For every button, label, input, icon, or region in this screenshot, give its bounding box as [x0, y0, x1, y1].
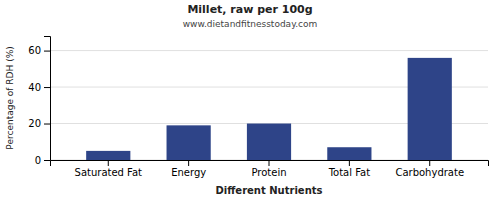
y-tick-mark: [44, 160, 50, 161]
x-tick-mark: [188, 160, 189, 166]
x-tick: Saturated Fat: [75, 160, 143, 178]
y-axis-line: [44, 37, 51, 161]
x-tick-label: Carbohydrate: [395, 167, 464, 178]
y-tick-label: 0: [35, 155, 41, 166]
x-tick-mark: [349, 160, 350, 166]
bar: [327, 147, 371, 160]
x-axis-line: [51, 161, 489, 167]
y-tick-label: 20: [28, 118, 41, 129]
y-tick-mark: [44, 51, 50, 52]
grid: [50, 51, 488, 160]
x-tick-mark: [429, 160, 430, 166]
x-tick-label: Protein: [251, 167, 286, 178]
x-tick: Energy: [171, 160, 206, 178]
y-tick: 40: [28, 82, 50, 93]
bars: [86, 58, 452, 160]
y-tick-mark: [44, 124, 50, 125]
y-tick: 0: [35, 155, 50, 166]
title: Millet, raw per 100g: [187, 3, 312, 16]
chart: 0 20 40 60 Saturated Fat Energy Protein Total F…: [0, 0, 500, 200]
background: [0, 0, 500, 200]
y-axis: 0 20 40 60: [28, 37, 50, 166]
bar: [247, 124, 291, 160]
chart-container: 0 20 40 60 Saturated Fat Energy Protein Total F…: [0, 0, 500, 200]
x-tick-label: Total Fat: [328, 167, 370, 178]
x-axis: Saturated Fat Energy Protein Total Fat Carbo…: [51, 160, 489, 178]
x-tick-mark: [108, 160, 109, 166]
x-tick-label: Energy: [171, 167, 206, 178]
x-tick-label: Saturated Fat: [75, 167, 143, 178]
subtitle: www.dietandfitnesstoday.com: [183, 19, 318, 29]
grid-line: [50, 50, 488, 51]
y-axis-title: Percentage of RDH (%): [5, 46, 15, 149]
bar: [167, 125, 211, 160]
y-tick: 20: [28, 118, 50, 129]
x-tick: Protein: [251, 160, 286, 178]
y-tick-label: 40: [28, 82, 41, 93]
bar: [86, 151, 130, 160]
x-axis-title: Different Nutrients: [216, 185, 323, 196]
y-tick: 60: [28, 45, 50, 56]
y-tick-mark: [44, 87, 50, 88]
y-tick-label: 60: [28, 45, 41, 56]
x-tick-mark: [269, 160, 270, 166]
x-tick: Total Fat: [328, 160, 370, 178]
x-tick: Carbohydrate: [395, 160, 464, 178]
bar: [408, 58, 452, 160]
